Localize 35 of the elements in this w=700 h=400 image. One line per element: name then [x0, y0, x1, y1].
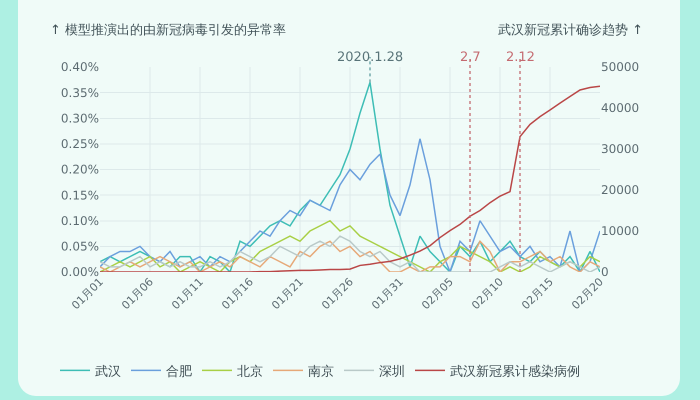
- annotation: 2020.1.28: [337, 50, 404, 65]
- legend-label: 深圳: [379, 364, 405, 380]
- line-series: [100, 138, 600, 272]
- x-tick-label: 01月31: [369, 275, 406, 312]
- y-tick-label: 0.10%: [60, 214, 99, 228]
- x-tick-label: 01月06: [119, 275, 156, 312]
- ref-line-label: 2.12: [506, 50, 535, 65]
- x-tick-label: 02月10: [469, 275, 506, 312]
- y-tick-label: 0.40%: [60, 60, 99, 74]
- legend-label: 合肥: [166, 364, 192, 380]
- y-tick-label: 0.30%: [60, 111, 99, 126]
- y-axis-title: ↑ 模型推演出的由新冠病毒引发的异常率: [50, 22, 286, 38]
- y2-tick-label: 40000: [601, 101, 640, 116]
- y2-tick-label: 10000: [601, 224, 640, 238]
- x-tick-label: 01月11: [169, 275, 206, 312]
- legend-label: 武汉: [95, 364, 121, 380]
- line-series: [100, 220, 600, 272]
- y2-tick-label: 20000: [601, 183, 640, 198]
- x-tick-label: 01月16: [219, 275, 256, 312]
- legend-label: 南京: [308, 364, 334, 380]
- legend-label: 武汉新冠累计感染病例: [450, 364, 580, 380]
- x-tick-label: 01月26: [319, 275, 356, 312]
- y-tick-label: 0.35%: [60, 86, 99, 100]
- y-tick-label: 0.05%: [60, 240, 99, 254]
- x-tick-label: 02月05: [419, 275, 456, 312]
- y2-tick-label: 50000: [601, 60, 640, 74]
- y-tick-label: 0.15%: [60, 188, 99, 202]
- ref-line-label: 2.7: [460, 50, 481, 65]
- y2-axis-title: 武汉新冠累计确诊趋势 ↑: [498, 23, 644, 38]
- y2-tick-label: 30000: [601, 142, 640, 156]
- legend-label: 北京: [237, 364, 263, 380]
- y-tick-label: 0.20%: [60, 162, 99, 177]
- x-tick-label: 01月21: [269, 275, 306, 312]
- x-tick-label: 02月15: [519, 275, 556, 312]
- y-tick-label: 0.25%: [60, 137, 99, 152]
